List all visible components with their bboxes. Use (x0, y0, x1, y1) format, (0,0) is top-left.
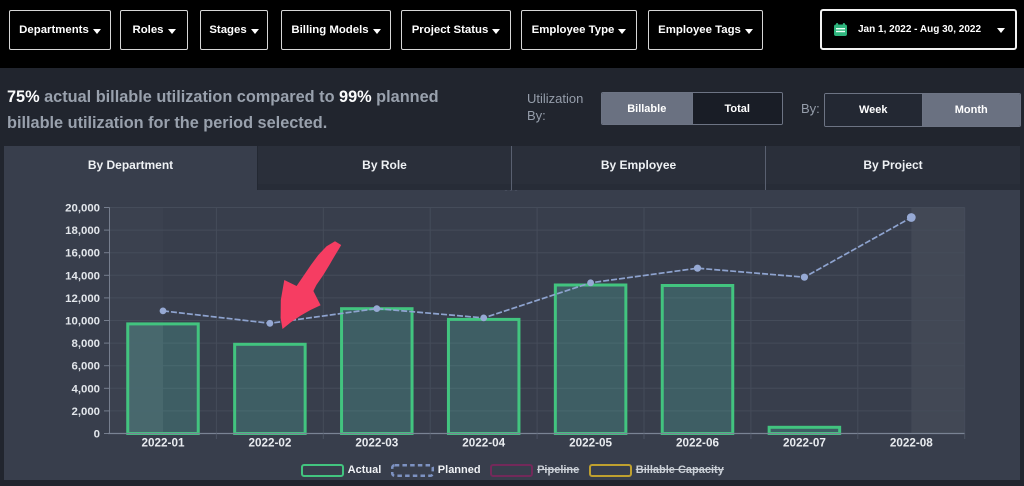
svg-text:10,000: 10,000 (65, 316, 100, 328)
svg-text:2022-06: 2022-06 (676, 437, 719, 450)
svg-text:2022-05: 2022-05 (569, 437, 612, 450)
svg-text:14,000: 14,000 (65, 270, 100, 282)
svg-text:2,000: 2,000 (71, 406, 100, 418)
svg-text:2022-04: 2022-04 (462, 437, 505, 450)
svg-text:18,000: 18,000 (65, 225, 100, 237)
svg-text:6,000: 6,000 (71, 361, 100, 373)
svg-text:4,000: 4,000 (71, 383, 100, 395)
svg-text:2022-08: 2022-08 (890, 437, 933, 450)
svg-text:8,000: 8,000 (71, 338, 100, 350)
svg-text:0: 0 (94, 429, 100, 441)
svg-text:2022-02: 2022-02 (248, 437, 291, 450)
svg-text:20,000: 20,000 (65, 203, 100, 215)
svg-text:2022-03: 2022-03 (355, 437, 398, 450)
svg-text:12,000: 12,000 (65, 293, 100, 305)
svg-text:2022-01: 2022-01 (142, 437, 185, 450)
svg-text:16,000: 16,000 (65, 248, 100, 260)
svg-text:2022-07: 2022-07 (783, 437, 826, 450)
